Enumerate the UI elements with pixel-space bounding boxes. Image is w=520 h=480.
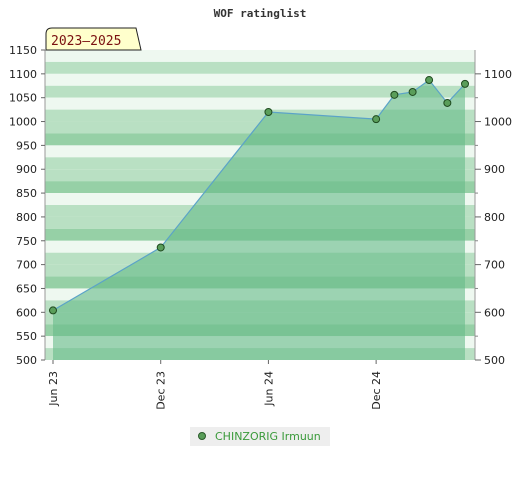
x-axis-ticks: Jun 23 Dec 23 Jun 24 Dec 24 xyxy=(47,360,383,410)
x-tick-label: Jun 24 xyxy=(262,371,275,407)
legend-marker xyxy=(198,432,206,440)
left-tick-label: 550 xyxy=(16,330,37,343)
left-tick-label: 750 xyxy=(16,235,37,248)
right-tick-label: 1100 xyxy=(484,68,512,81)
grid-band xyxy=(45,97,475,110)
data-point xyxy=(390,90,399,99)
left-tick-label: 850 xyxy=(16,187,37,200)
right-tick-label: 800 xyxy=(484,211,505,224)
axes xyxy=(44,50,476,360)
left-tick-label: 1050 xyxy=(9,92,37,105)
right-tick-label: 700 xyxy=(484,259,505,272)
x-tick-label: Dec 24 xyxy=(370,371,383,410)
grid-band xyxy=(45,73,475,86)
x-tick-label: Dec 23 xyxy=(155,371,168,410)
grid-band xyxy=(45,61,475,74)
data-point xyxy=(425,76,434,85)
data-markers xyxy=(49,76,469,315)
x-tick-label: Jun 23 xyxy=(47,371,60,407)
data-point xyxy=(156,243,165,252)
legend: CHINZORIG Irmuun xyxy=(190,427,330,446)
left-tick-label: 1150 xyxy=(9,44,37,57)
period-badge-label: 2023–2025 xyxy=(51,34,121,49)
right-tick-label: 1000 xyxy=(484,116,512,129)
right-tick-label: 600 xyxy=(484,306,505,319)
period-badge: 2023–2025 xyxy=(45,27,142,51)
left-tick-label: 800 xyxy=(16,211,37,224)
left-tick-label: 1000 xyxy=(9,116,37,129)
grid-band xyxy=(45,85,475,98)
left-tick-label: 950 xyxy=(16,139,37,152)
right-tick-label: 900 xyxy=(484,163,505,176)
legend-label: CHINZORIG Irmuun xyxy=(215,430,321,443)
legend-box xyxy=(190,427,330,446)
data-point xyxy=(49,306,57,315)
data-point xyxy=(264,108,273,116)
left-tick-label: 1100 xyxy=(9,68,37,81)
left-axis-ticks: 1150 1100 1050 1000 950 900 850 800 750 700 650 600… xyxy=(9,44,45,367)
right-axis-ticks: 1100 1000 900 800 700 600 500 xyxy=(475,68,512,367)
chart-title: WOF ratinglist xyxy=(214,7,307,20)
data-point xyxy=(461,79,469,88)
grid-band xyxy=(45,50,475,62)
period-badge-shape xyxy=(45,27,142,51)
grid-band xyxy=(45,109,475,122)
right-tick-label: 500 xyxy=(484,354,505,367)
left-tick-label: 700 xyxy=(16,259,37,272)
left-tick-label: 650 xyxy=(16,282,37,295)
data-point xyxy=(408,87,417,96)
rating-area xyxy=(53,80,465,361)
left-tick-label: 600 xyxy=(16,306,37,319)
left-tick-label: 900 xyxy=(16,163,37,176)
left-tick-label: 500 xyxy=(16,354,37,367)
data-point xyxy=(443,98,452,107)
data-point xyxy=(372,115,381,124)
